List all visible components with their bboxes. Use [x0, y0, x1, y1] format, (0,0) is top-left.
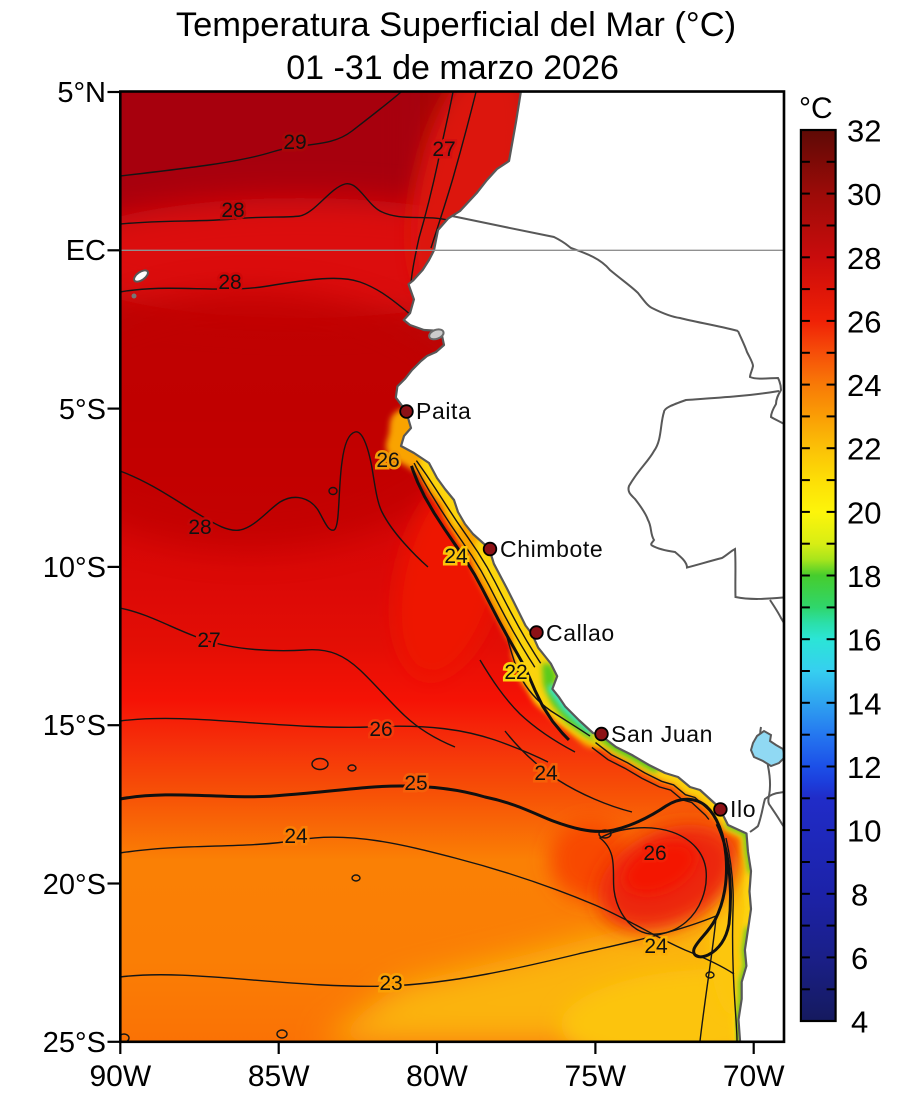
- svg-text:Paita: Paita: [416, 398, 471, 424]
- svg-text:90W: 90W: [89, 1060, 151, 1093]
- svg-text:28: 28: [847, 241, 881, 276]
- svg-text:16: 16: [847, 623, 881, 658]
- svg-text:26: 26: [369, 718, 392, 741]
- svg-text:EC: EC: [66, 235, 106, 267]
- svg-text:24: 24: [847, 368, 881, 403]
- svg-text:30: 30: [847, 177, 881, 212]
- svg-text:01 -31 de marzo 2026: 01 -31 de marzo 2026: [286, 49, 619, 87]
- svg-text:20°S: 20°S: [43, 869, 106, 901]
- svg-text:5°S: 5°S: [59, 394, 106, 426]
- svg-text:28: 28: [221, 199, 244, 222]
- svg-text:26: 26: [847, 304, 881, 339]
- svg-text:Ilo: Ilo: [730, 796, 756, 822]
- svg-text:°C: °C: [799, 92, 833, 125]
- svg-text:75W: 75W: [565, 1060, 627, 1093]
- svg-text:San Juan: San Juan: [611, 721, 713, 747]
- svg-text:32: 32: [847, 114, 881, 149]
- svg-text:15°S: 15°S: [43, 710, 106, 742]
- svg-text:27: 27: [197, 629, 220, 652]
- svg-text:28: 28: [188, 516, 211, 539]
- svg-text:22: 22: [847, 432, 881, 467]
- svg-text:27: 27: [432, 138, 455, 161]
- svg-text:29: 29: [283, 131, 306, 154]
- svg-text:10°S: 10°S: [43, 552, 106, 584]
- svg-text:25°S: 25°S: [43, 1027, 106, 1059]
- svg-text:70W: 70W: [723, 1060, 785, 1093]
- svg-text:28: 28: [218, 271, 241, 294]
- svg-text:14: 14: [847, 686, 881, 721]
- svg-text:24: 24: [284, 825, 308, 848]
- svg-text:5°N: 5°N: [57, 77, 106, 109]
- svg-text:22: 22: [504, 661, 527, 684]
- svg-text:18: 18: [847, 559, 881, 594]
- svg-text:20: 20: [847, 495, 881, 530]
- svg-text:25: 25: [404, 772, 427, 795]
- svg-text:26: 26: [643, 842, 666, 865]
- svg-text:12: 12: [847, 750, 881, 785]
- svg-text:Callao: Callao: [546, 620, 615, 646]
- svg-text:24: 24: [534, 762, 558, 785]
- svg-text:26: 26: [376, 449, 399, 472]
- svg-text:Chimbote: Chimbote: [500, 536, 603, 562]
- svg-text:4: 4: [851, 1005, 868, 1040]
- svg-text:24: 24: [644, 935, 668, 958]
- svg-text:24: 24: [444, 545, 468, 568]
- svg-text:6: 6: [851, 941, 868, 976]
- svg-text:23: 23: [379, 972, 402, 995]
- svg-text:80W: 80W: [406, 1060, 468, 1093]
- svg-text:Temperatura Superficial del Ma: Temperatura Superficial del Mar (°C): [176, 6, 736, 44]
- svg-text:10: 10: [847, 814, 881, 849]
- svg-text:8: 8: [851, 877, 868, 912]
- svg-text:85W: 85W: [248, 1060, 310, 1093]
